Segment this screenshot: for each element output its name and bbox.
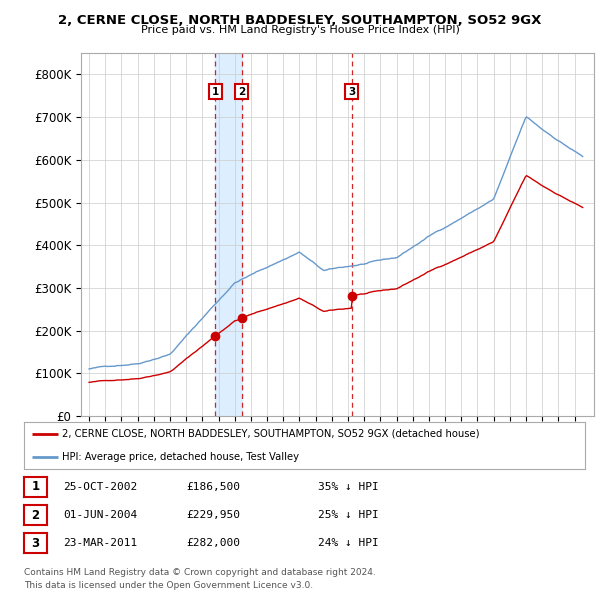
Text: 1: 1 (31, 480, 40, 493)
Text: 25-OCT-2002: 25-OCT-2002 (63, 482, 137, 491)
Text: Price paid vs. HM Land Registry's House Price Index (HPI): Price paid vs. HM Land Registry's House … (140, 25, 460, 35)
Text: 1: 1 (212, 87, 219, 97)
Text: £186,500: £186,500 (186, 482, 240, 491)
Text: 2: 2 (238, 87, 245, 97)
Text: HPI: Average price, detached house, Test Valley: HPI: Average price, detached house, Test… (62, 453, 299, 462)
Text: This data is licensed under the Open Government Licence v3.0.: This data is licensed under the Open Gov… (24, 581, 313, 589)
Text: 2: 2 (31, 509, 40, 522)
Text: 25% ↓ HPI: 25% ↓ HPI (318, 510, 379, 520)
Text: Contains HM Land Registry data © Crown copyright and database right 2024.: Contains HM Land Registry data © Crown c… (24, 568, 376, 576)
Text: 2, CERNE CLOSE, NORTH BADDESLEY, SOUTHAMPTON, SO52 9GX (detached house): 2, CERNE CLOSE, NORTH BADDESLEY, SOUTHAM… (62, 429, 479, 438)
Text: 35% ↓ HPI: 35% ↓ HPI (318, 482, 379, 491)
Text: 01-JUN-2004: 01-JUN-2004 (63, 510, 137, 520)
Text: 3: 3 (348, 87, 355, 97)
Text: 2, CERNE CLOSE, NORTH BADDESLEY, SOUTHAMPTON, SO52 9GX: 2, CERNE CLOSE, NORTH BADDESLEY, SOUTHAM… (58, 14, 542, 27)
Text: £229,950: £229,950 (186, 510, 240, 520)
Text: 24% ↓ HPI: 24% ↓ HPI (318, 539, 379, 548)
Bar (215, 53, 242, 416)
Text: 3: 3 (31, 537, 40, 550)
Text: 23-MAR-2011: 23-MAR-2011 (63, 539, 137, 548)
Text: £282,000: £282,000 (186, 539, 240, 548)
